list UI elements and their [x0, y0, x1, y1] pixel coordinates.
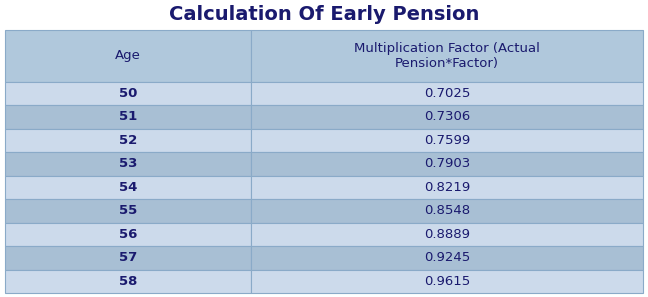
- Text: 0.8889: 0.8889: [424, 228, 470, 241]
- Text: 57: 57: [119, 251, 137, 264]
- Bar: [251, 152, 643, 176]
- Bar: [5, 30, 251, 82]
- Bar: [5, 199, 251, 222]
- Text: Calculation Of Early Pension: Calculation Of Early Pension: [169, 6, 479, 24]
- Bar: [251, 199, 643, 222]
- Bar: [5, 105, 251, 129]
- Bar: [251, 246, 643, 269]
- Text: 0.8219: 0.8219: [424, 181, 470, 194]
- Bar: [5, 176, 251, 199]
- Bar: [251, 269, 643, 293]
- Text: 0.9245: 0.9245: [424, 251, 470, 264]
- Bar: [5, 82, 251, 105]
- Text: 52: 52: [119, 134, 137, 147]
- Text: 50: 50: [119, 87, 137, 100]
- Text: 0.7306: 0.7306: [424, 110, 470, 123]
- Text: 54: 54: [119, 181, 137, 194]
- Bar: [251, 30, 643, 82]
- Text: 51: 51: [119, 110, 137, 123]
- Text: Multiplication Factor (Actual
Pension*Factor): Multiplication Factor (Actual Pension*Fa…: [354, 42, 540, 70]
- Text: 55: 55: [119, 204, 137, 217]
- Text: 0.7025: 0.7025: [424, 87, 470, 100]
- Text: 56: 56: [119, 228, 137, 241]
- Text: 0.7903: 0.7903: [424, 157, 470, 170]
- Bar: [251, 105, 643, 129]
- Bar: [251, 222, 643, 246]
- Bar: [251, 129, 643, 152]
- Text: Age: Age: [115, 49, 141, 62]
- Text: 53: 53: [119, 157, 137, 170]
- Bar: [251, 82, 643, 105]
- Bar: [5, 269, 251, 293]
- Bar: [5, 152, 251, 176]
- Text: 58: 58: [119, 275, 137, 288]
- Text: 0.8548: 0.8548: [424, 204, 470, 217]
- Bar: [5, 246, 251, 269]
- Text: 0.7599: 0.7599: [424, 134, 470, 147]
- Bar: [251, 176, 643, 199]
- Text: 0.9615: 0.9615: [424, 275, 470, 288]
- Bar: [5, 222, 251, 246]
- Bar: [5, 129, 251, 152]
